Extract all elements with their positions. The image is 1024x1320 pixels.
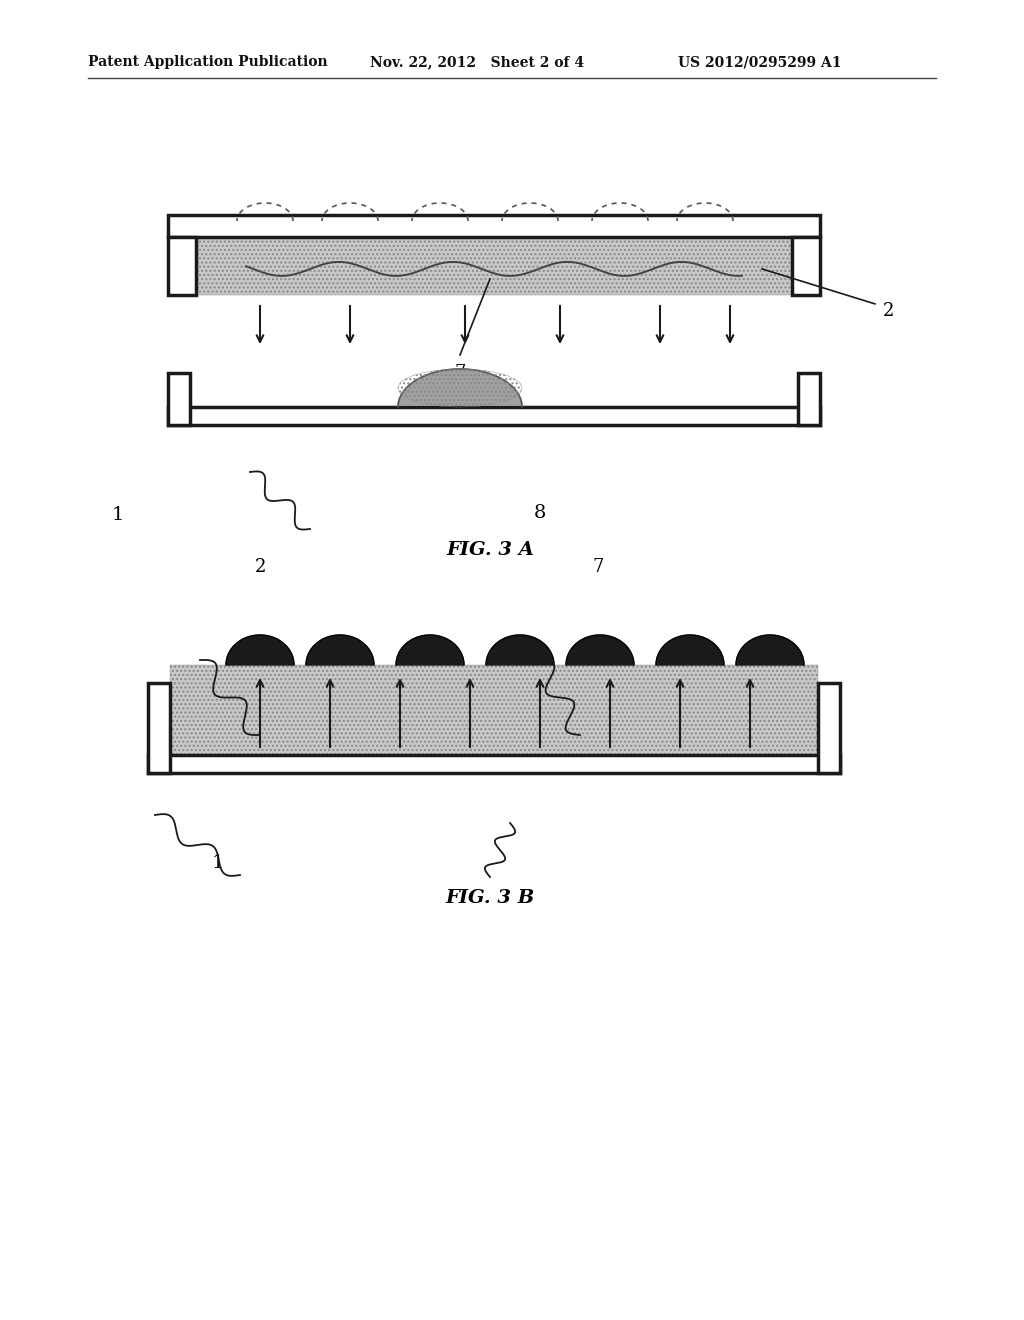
Text: US 2012/0295299 A1: US 2012/0295299 A1 <box>678 55 842 69</box>
Bar <box>818 682 840 774</box>
Text: FIG. 3 B: FIG. 3 B <box>445 888 535 907</box>
Polygon shape <box>396 635 464 665</box>
Bar <box>170 665 818 755</box>
Bar <box>792 238 820 294</box>
Text: 2: 2 <box>883 302 894 319</box>
Text: FIG. 3 A: FIG. 3 A <box>446 541 534 558</box>
Text: 1: 1 <box>112 506 124 524</box>
Polygon shape <box>398 370 522 407</box>
Polygon shape <box>656 635 724 665</box>
Bar <box>148 682 170 774</box>
Bar <box>168 215 820 238</box>
Polygon shape <box>226 635 294 665</box>
Bar <box>190 355 798 407</box>
Polygon shape <box>736 635 804 665</box>
Polygon shape <box>486 635 554 665</box>
Bar <box>196 238 792 294</box>
Text: 7: 7 <box>592 558 604 576</box>
Text: 2: 2 <box>254 558 265 576</box>
Bar <box>148 755 840 774</box>
Polygon shape <box>306 635 374 665</box>
Bar <box>798 374 820 425</box>
Polygon shape <box>566 635 634 665</box>
Bar <box>196 238 792 294</box>
Bar <box>168 407 820 425</box>
Bar <box>170 665 818 755</box>
Bar <box>168 374 190 425</box>
Text: Nov. 22, 2012   Sheet 2 of 4: Nov. 22, 2012 Sheet 2 of 4 <box>370 55 584 69</box>
Text: Patent Application Publication: Patent Application Publication <box>88 55 328 69</box>
Text: 7: 7 <box>455 364 466 381</box>
Bar <box>168 238 196 294</box>
Text: 8: 8 <box>534 504 546 521</box>
Text: 1: 1 <box>212 854 224 873</box>
